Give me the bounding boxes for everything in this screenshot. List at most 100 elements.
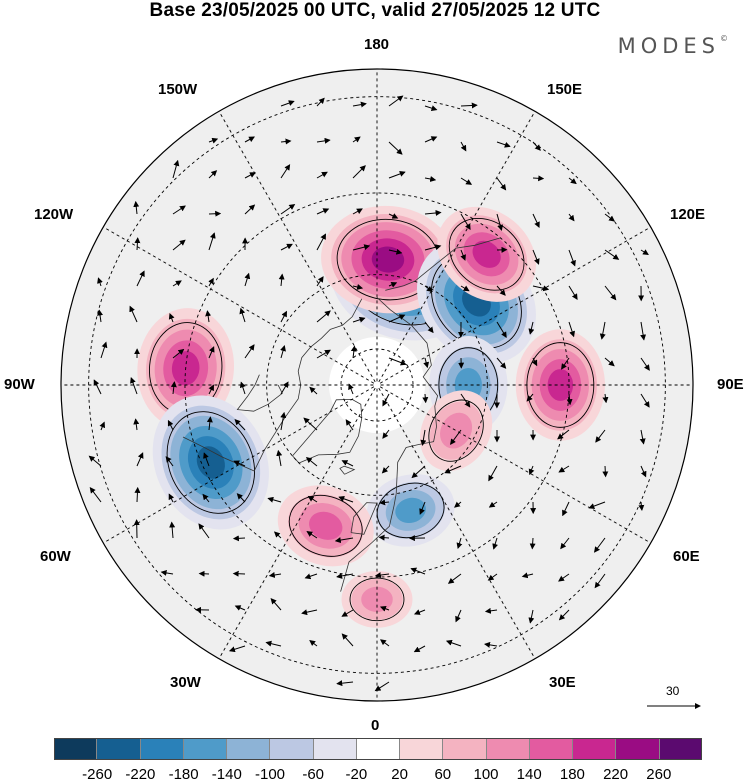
wind-arrow xyxy=(528,465,535,476)
wind-arrow xyxy=(588,501,606,509)
wind-arrow xyxy=(134,486,141,503)
wind-arrow xyxy=(460,141,467,152)
wind-arrow xyxy=(424,176,437,182)
wind-arrow xyxy=(172,348,185,359)
wind-arrow xyxy=(388,357,407,366)
wind-arrow xyxy=(232,570,246,577)
wind-arrow xyxy=(388,314,406,323)
wind-arrow xyxy=(341,460,354,467)
wind-arrow xyxy=(280,100,295,107)
wind-arrow xyxy=(640,357,650,371)
wind-arrow xyxy=(594,573,606,589)
wind-arrow xyxy=(208,232,216,251)
lon-label-120e: 120E xyxy=(670,206,706,223)
anomaly-contour xyxy=(472,240,501,268)
meridian-line xyxy=(379,386,651,544)
wind-arrow xyxy=(205,310,212,323)
wind-arrow xyxy=(208,346,215,359)
lon-label-30w: 30W xyxy=(170,674,201,691)
wind-arrow xyxy=(208,170,218,179)
wind-arrow xyxy=(316,349,331,359)
wind-arrow xyxy=(301,609,318,616)
wind-arrow xyxy=(208,277,214,287)
colorbar-tick-label: 220 xyxy=(603,766,629,783)
wind-arrow xyxy=(557,429,570,440)
wind-arrow xyxy=(280,411,287,431)
colorbar-tick-label: -140 xyxy=(211,766,242,783)
wind-arrow xyxy=(447,573,462,584)
colorbar-swatch xyxy=(400,738,444,760)
wind-arrow xyxy=(88,455,102,467)
wind-arrow xyxy=(168,312,175,323)
wind-arrow xyxy=(280,310,287,323)
wind-arrow xyxy=(234,605,246,611)
wind-arrow xyxy=(528,609,535,624)
wind-arrow xyxy=(558,573,570,582)
wind-arrow xyxy=(532,213,540,229)
wind-arrow xyxy=(341,609,354,617)
wind-arrow xyxy=(388,95,404,107)
flow-contour xyxy=(349,577,405,622)
wind-arrow xyxy=(170,381,177,395)
wind-arrow xyxy=(280,204,296,215)
colorbar-swatch xyxy=(97,738,141,760)
wind-arrow xyxy=(316,97,325,107)
wind-arrow xyxy=(244,136,255,143)
wind-arrow xyxy=(303,417,318,431)
wind-arrow xyxy=(568,177,577,185)
wind-arrow xyxy=(599,321,606,340)
wind-arrow xyxy=(352,165,366,179)
lon-label-90e: 90E xyxy=(717,376,744,393)
wind-arrow xyxy=(316,171,328,179)
wind-arrow xyxy=(602,393,609,404)
wind-arrow xyxy=(380,639,390,647)
wind-arrow xyxy=(306,531,318,539)
wind-arrow xyxy=(424,244,442,251)
wind-arrow xyxy=(172,205,186,215)
wind-arrow xyxy=(268,571,282,578)
wind-arrow xyxy=(167,419,174,431)
wind-arrow xyxy=(521,572,534,579)
wind-arrow xyxy=(244,172,256,179)
wind-arrow xyxy=(454,501,462,508)
wind-arrow xyxy=(413,609,426,615)
wind-arrow xyxy=(280,164,291,179)
colorbar-swatch xyxy=(356,738,401,760)
colorbar-tick-label: 100 xyxy=(473,766,499,783)
wind-arrow xyxy=(558,465,570,473)
colorbar-swatch xyxy=(54,738,98,760)
wind-arrow xyxy=(424,136,438,143)
wind-arrow xyxy=(208,137,219,144)
wind-arrow xyxy=(338,495,354,503)
wind-arrow xyxy=(410,567,426,575)
wind-arrow xyxy=(424,209,442,216)
wind-arrow xyxy=(595,429,606,443)
colorbar-swatch xyxy=(227,738,271,760)
wind-arrow xyxy=(99,421,106,431)
wind-arrow xyxy=(424,285,433,293)
wind-arrow xyxy=(100,341,108,359)
wind-arrow xyxy=(244,204,256,215)
wind-arrow xyxy=(280,138,292,145)
colorbar-swatch xyxy=(529,738,574,760)
wind-arrow xyxy=(352,136,361,143)
wind-arrow xyxy=(450,429,462,446)
coastline xyxy=(385,237,501,291)
colorbar-swatch xyxy=(486,738,530,760)
wind-arrow xyxy=(604,285,617,301)
wind-arrow xyxy=(316,137,331,144)
wind-arrow xyxy=(348,383,354,395)
wind-arrow xyxy=(374,681,390,692)
wind-arrow xyxy=(172,239,186,251)
lon-label-150w: 150W xyxy=(158,81,198,98)
anomaly-contour xyxy=(395,497,426,524)
wind-arrow xyxy=(602,465,609,478)
wind-arrow xyxy=(244,344,255,359)
colorbar-tick-label: 180 xyxy=(559,766,585,783)
wind-arrow xyxy=(208,210,222,217)
reference-vector-label: 30 xyxy=(666,684,680,698)
wind-arrow xyxy=(280,381,289,395)
wind-arrow xyxy=(532,175,545,182)
colorbar-swatch xyxy=(313,738,357,760)
colorbar-swatch xyxy=(140,738,184,760)
